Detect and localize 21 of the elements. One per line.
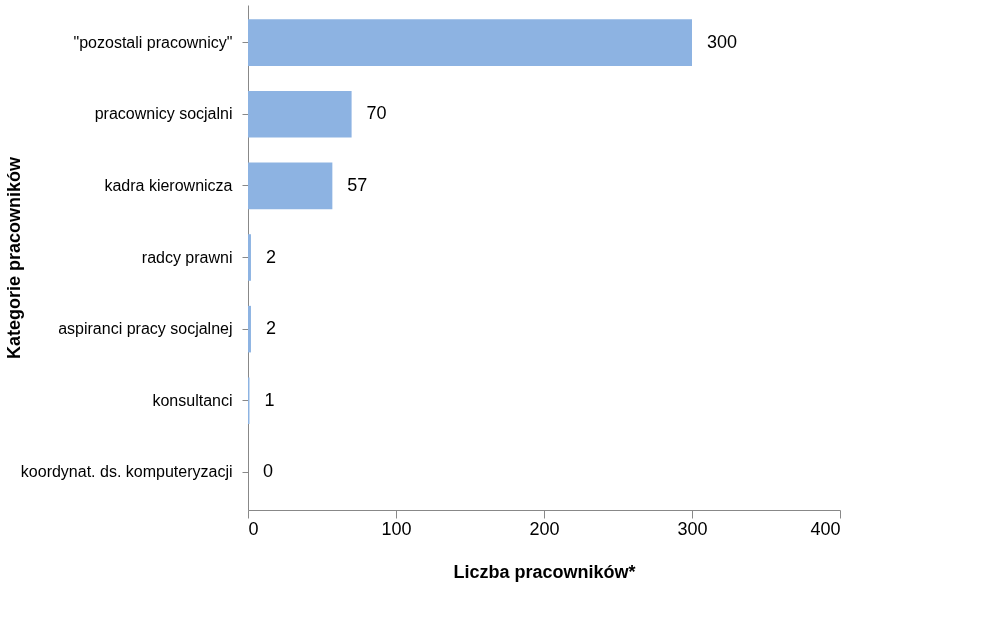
- y-tick-label: konsultanci: [152, 391, 233, 409]
- y-axis-title: Kategorie pracowników: [3, 155, 24, 360]
- data-label: 2: [265, 246, 276, 267]
- x-tick-label: 0: [248, 518, 259, 539]
- x-axis-title: Liczba pracowników*: [453, 561, 636, 582]
- data-label: 2: [265, 318, 276, 339]
- data-label: 57: [347, 174, 368, 195]
- data-label: 1: [264, 389, 275, 410]
- y-tick-label: radcy prawni: [141, 248, 233, 266]
- x-tick-label: 100: [381, 518, 412, 539]
- data-label: 70: [366, 103, 387, 124]
- y-tick-label: pracownicy socjalni: [94, 105, 233, 123]
- data-label: 0: [263, 461, 274, 482]
- y-tick-label: aspiranci pracy socjalnej: [58, 320, 233, 338]
- y-tick-label: koordynat. ds. komputeryzacji: [20, 463, 233, 481]
- x-tick-label: 300: [677, 518, 708, 539]
- y-tick-label: kadra kierownicza: [104, 176, 233, 194]
- data-label: 300: [707, 31, 738, 52]
- x-tick-label: 400: [810, 518, 841, 539]
- y-tick-label: "pozostali pracownicy": [73, 33, 233, 51]
- x-tick-label: 200: [529, 518, 560, 539]
